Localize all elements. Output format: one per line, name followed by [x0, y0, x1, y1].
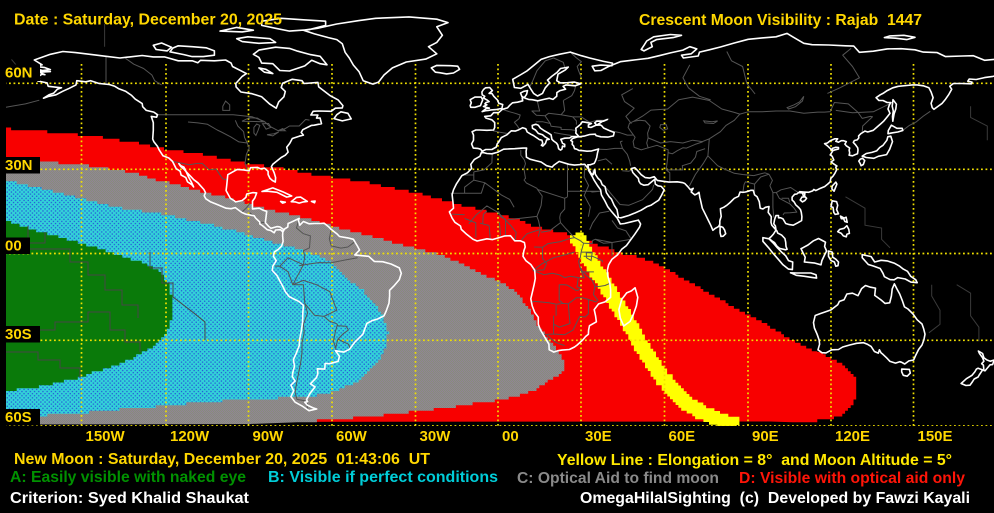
- svg-text:30W: 30W: [420, 428, 452, 445]
- svg-text:New Moon : Saturday, December: New Moon : Saturday, December 20, 2025 0…: [14, 451, 431, 468]
- svg-text:60N: 60N: [5, 65, 33, 82]
- svg-text:Date : Saturday, December 20,: Date : Saturday, December 20, 2025: [14, 12, 282, 29]
- svg-text:D: Visible with optical aid on: D: Visible with optical aid only: [739, 470, 965, 487]
- svg-text:Yellow Line : Elongation = 8°: Yellow Line : Elongation = 8° and Moon A…: [557, 452, 952, 469]
- svg-text:30N: 30N: [5, 157, 33, 174]
- svg-text:120W: 120W: [170, 428, 210, 445]
- svg-text:30E: 30E: [585, 428, 612, 445]
- svg-text:00: 00: [5, 238, 22, 255]
- svg-text:00: 00: [502, 428, 519, 445]
- svg-text:150E: 150E: [918, 428, 953, 445]
- svg-text:60W: 60W: [336, 428, 368, 445]
- svg-text:Criterion: Syed Khalid Shaukat: Criterion: Syed Khalid Shaukat: [10, 490, 249, 507]
- svg-text:90E: 90E: [752, 428, 779, 445]
- svg-text:Crescent Moon Visibility : Raj: Crescent Moon Visibility : Rajab 1447: [639, 12, 922, 29]
- svg-text:C: Optical Aid to find moon: C: Optical Aid to find moon: [517, 470, 719, 487]
- svg-text:60S: 60S: [5, 409, 32, 426]
- svg-text:B: Visible if perfect conditio: B: Visible if perfect conditions: [268, 469, 498, 486]
- svg-text:A: Easily visible with naked e: A: Easily visible with naked eye: [10, 469, 246, 486]
- svg-text:30S: 30S: [5, 326, 32, 343]
- svg-text:OmegaHilalSighting (c) Devel: OmegaHilalSighting (c) Developed by Fawz…: [580, 490, 970, 507]
- svg-text:150W: 150W: [86, 428, 126, 445]
- svg-text:120E: 120E: [835, 428, 870, 445]
- svg-text:60E: 60E: [669, 428, 696, 445]
- svg-text:90W: 90W: [253, 428, 285, 445]
